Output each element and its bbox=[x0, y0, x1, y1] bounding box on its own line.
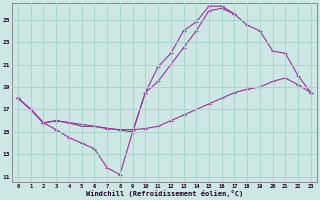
X-axis label: Windchill (Refroidissement éolien,°C): Windchill (Refroidissement éolien,°C) bbox=[86, 190, 243, 197]
